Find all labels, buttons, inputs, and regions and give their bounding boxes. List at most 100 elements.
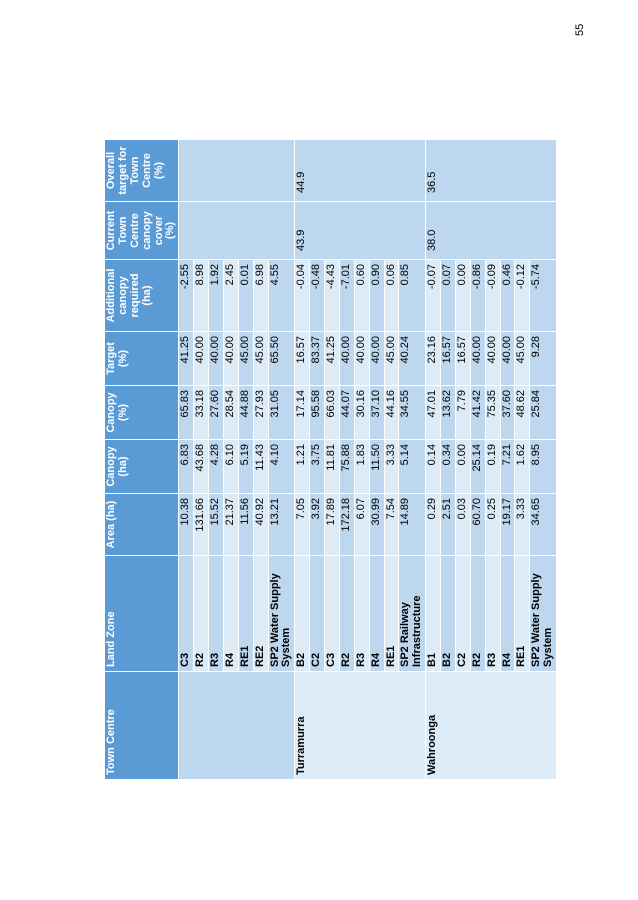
land-zone-cell: C3 bbox=[178, 555, 194, 672]
area-cell: 13.21 bbox=[268, 493, 295, 556]
target-cell: 40.24 bbox=[398, 331, 426, 386]
header-target: Target (%) bbox=[104, 331, 179, 386]
land-zone-cell: B2 bbox=[294, 555, 310, 672]
header-canopy-pct: Canopy (%) bbox=[104, 385, 179, 440]
canopy-ha-cell: 0.34 bbox=[440, 439, 456, 494]
additional-canopy-cell: 4.55 bbox=[268, 259, 295, 332]
target-cell: 45.00 bbox=[253, 331, 268, 386]
area-cell: 21.37 bbox=[223, 493, 239, 556]
target-cell: 23.16 bbox=[425, 331, 441, 386]
additional-canopy-cell: 8.98 bbox=[193, 259, 209, 332]
page-number: 55 bbox=[574, 23, 586, 36]
area-cell: 3.92 bbox=[309, 493, 325, 556]
additional-canopy-cell: 0.00 bbox=[455, 259, 471, 332]
land-zone-cell: C3 bbox=[324, 555, 340, 672]
canopy-ha-cell: 0.14 bbox=[425, 439, 441, 494]
additional-canopy-cell: -0.12 bbox=[514, 259, 530, 332]
additional-canopy-cell: 0.60 bbox=[354, 259, 370, 332]
canopy-pct-cell: 44.07 bbox=[339, 385, 355, 440]
area-cell: 7.05 bbox=[294, 493, 310, 556]
target-cell: 40.00 bbox=[485, 331, 500, 386]
additional-canopy-cell: 0.90 bbox=[369, 259, 384, 332]
land-zone-cell: B2 bbox=[440, 555, 456, 672]
area-cell: 19.17 bbox=[500, 493, 515, 556]
land-zone-cell: RE1 bbox=[514, 555, 530, 672]
header-current-canopy: Current Town Centre canopy cover (%) bbox=[104, 201, 179, 260]
canopy-pct-cell: 66.03 bbox=[324, 385, 340, 440]
land-zone-cell: R4 bbox=[500, 555, 515, 672]
header-overall-target: Overall target for Town Centre (%) bbox=[104, 139, 179, 202]
canopy-pct-cell: 17.14 bbox=[294, 385, 310, 440]
area-cell: 3.33 bbox=[514, 493, 530, 556]
area-cell: 15.52 bbox=[208, 493, 224, 556]
overall-target-cell: 44.9 bbox=[294, 139, 426, 202]
canopy-ha-cell: 11.50 bbox=[369, 439, 384, 494]
target-cell: 40.00 bbox=[193, 331, 209, 386]
land-zone-cell: RE1 bbox=[384, 555, 399, 672]
current-canopy-cell: 43.9 bbox=[294, 201, 426, 260]
target-cell: 83.37 bbox=[309, 331, 325, 386]
area-cell: 0.29 bbox=[425, 493, 441, 556]
target-cell: 16.57 bbox=[455, 331, 471, 386]
table-row: Turramurra B2 7.05 1.21 17.14 16.57 -0.04 43.9 4… bbox=[294, 139, 426, 780]
canopy-pct-cell: 95.58 bbox=[309, 385, 325, 440]
area-cell: 10.38 bbox=[178, 493, 194, 556]
header-land-zone: Land Zone bbox=[104, 555, 179, 672]
canopy-pct-cell: 28.54 bbox=[223, 385, 239, 440]
canopy-pct-cell: 7.79 bbox=[455, 385, 471, 440]
area-cell: 6.07 bbox=[354, 493, 370, 556]
current-canopy-cell bbox=[178, 201, 295, 260]
canopy-table: Town Centre Land Zone Area (ha) Canopy (… bbox=[104, 139, 557, 780]
target-cell: 40.00 bbox=[339, 331, 355, 386]
table-header-row: Town Centre Land Zone Area (ha) Canopy (… bbox=[104, 139, 179, 780]
canopy-pct-cell: 37.10 bbox=[369, 385, 384, 440]
canopy-ha-cell: 1.62 bbox=[514, 439, 530, 494]
canopy-pct-cell: 65.83 bbox=[178, 385, 194, 440]
land-zone-cell: B1 bbox=[425, 555, 441, 672]
canopy-ha-cell: 4.28 bbox=[208, 439, 224, 494]
canopy-ha-cell: 5.19 bbox=[238, 439, 254, 494]
additional-canopy-cell: -0.04 bbox=[294, 259, 310, 332]
area-cell: 30.99 bbox=[369, 493, 384, 556]
target-cell: 45.00 bbox=[384, 331, 399, 386]
target-cell: 45.00 bbox=[514, 331, 530, 386]
header-town-centre: Town Centre bbox=[104, 671, 179, 780]
additional-canopy-cell: -0.48 bbox=[309, 259, 325, 332]
target-cell: 16.57 bbox=[440, 331, 456, 386]
additional-canopy-cell: -2.55 bbox=[178, 259, 194, 332]
canopy-pct-cell: 41.42 bbox=[470, 385, 486, 440]
canopy-ha-cell: 11.81 bbox=[324, 439, 340, 494]
additional-canopy-cell: -0.07 bbox=[425, 259, 441, 332]
canopy-pct-cell: 47.01 bbox=[425, 385, 441, 440]
land-zone-cell: SP2 Water Supply System bbox=[529, 555, 557, 672]
land-zone-cell: R3 bbox=[485, 555, 500, 672]
canopy-pct-cell: 13.62 bbox=[440, 385, 456, 440]
overall-target-cell: 36.5 bbox=[425, 139, 557, 202]
land-zone-cell: R2 bbox=[193, 555, 209, 672]
land-zone-cell: R4 bbox=[223, 555, 239, 672]
canopy-ha-cell: 7.21 bbox=[500, 439, 515, 494]
land-zone-cell: R4 bbox=[369, 555, 384, 672]
target-cell: 40.00 bbox=[470, 331, 486, 386]
canopy-ha-cell: 25.14 bbox=[470, 439, 486, 494]
canopy-pct-cell: 30.16 bbox=[354, 385, 370, 440]
canopy-ha-cell: 4.10 bbox=[268, 439, 295, 494]
town-centre-cell bbox=[178, 671, 295, 780]
header-canopy-ha: Canopy (ha) bbox=[104, 439, 179, 494]
canopy-ha-cell: 0.19 bbox=[485, 439, 500, 494]
canopy-pct-cell: 34.55 bbox=[398, 385, 426, 440]
area-cell: 7.54 bbox=[384, 493, 399, 556]
area-cell: 34.65 bbox=[529, 493, 557, 556]
canopy-ha-cell: 6.10 bbox=[223, 439, 239, 494]
additional-canopy-cell: -5.74 bbox=[529, 259, 557, 332]
table-body: C3 10.38 6.83 65.83 41.25 -2.55 R2 131.66 43.68 3… bbox=[178, 139, 557, 780]
additional-canopy-cell: 0.06 bbox=[384, 259, 399, 332]
additional-canopy-cell: 0.46 bbox=[500, 259, 515, 332]
target-cell: 40.00 bbox=[208, 331, 224, 386]
target-cell: 40.00 bbox=[223, 331, 239, 386]
header-area: Area (ha) bbox=[104, 493, 179, 556]
area-cell: 11.56 bbox=[238, 493, 254, 556]
land-zone-cell: RE2 bbox=[253, 555, 268, 672]
land-zone-cell: R2 bbox=[339, 555, 355, 672]
canopy-ha-cell: 1.21 bbox=[294, 439, 310, 494]
